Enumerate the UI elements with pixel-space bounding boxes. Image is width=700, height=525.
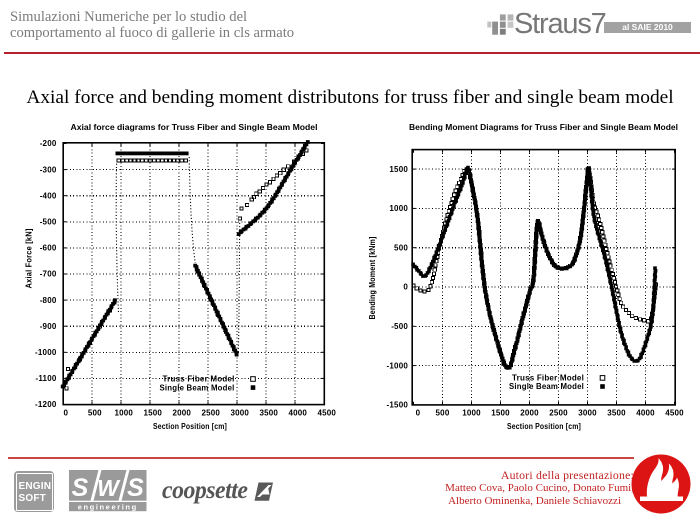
svg-text:-300: -300 — [40, 165, 57, 174]
svg-text:Section Position [cm]: Section Position [cm] — [153, 422, 227, 431]
svg-text:1500: 1500 — [491, 408, 510, 417]
svg-text:500: 500 — [88, 408, 102, 417]
svg-text:1500: 1500 — [143, 408, 162, 417]
svg-text:-400: -400 — [40, 191, 57, 200]
svg-text:-1000: -1000 — [387, 361, 409, 370]
svg-text:2000: 2000 — [172, 408, 191, 417]
svg-text:-800: -800 — [40, 296, 57, 305]
svg-text:Axial Force [kN]: Axial Force [kN] — [25, 228, 34, 288]
svg-text:-500: -500 — [391, 322, 408, 331]
svg-text:3500: 3500 — [259, 408, 278, 417]
svg-text:Single Beam Model: Single Beam Model — [160, 383, 235, 392]
svg-text:1000: 1000 — [114, 408, 133, 417]
svg-text:-700: -700 — [40, 270, 57, 279]
svg-text:0: 0 — [403, 283, 408, 292]
svg-text:-200: -200 — [40, 139, 57, 148]
svg-text:engineering: engineering — [77, 503, 137, 512]
svg-text:3000: 3000 — [230, 408, 249, 417]
svg-text:2500: 2500 — [201, 408, 220, 417]
svg-text:500: 500 — [394, 243, 408, 252]
svg-text:S: S — [127, 474, 144, 502]
svg-text:Truss Fiber Model: Truss Fiber Model — [163, 375, 235, 384]
svg-text:2000: 2000 — [520, 408, 539, 417]
svg-text:1500: 1500 — [389, 165, 408, 174]
svg-text:500: 500 — [436, 408, 450, 417]
svg-text:1000: 1000 — [462, 408, 481, 417]
svg-text:Single Beam Model: Single Beam Model — [509, 382, 584, 391]
svg-text:4500: 4500 — [665, 408, 684, 417]
svg-text:-1200: -1200 — [35, 400, 57, 409]
svg-text:3000: 3000 — [578, 408, 597, 417]
svg-text:S: S — [71, 474, 88, 502]
svg-text:Section Position [cm]: Section Position [cm] — [507, 422, 581, 431]
svg-text:Bending Moment [kNm]: Bending Moment [kNm] — [368, 236, 377, 319]
svg-text:4500: 4500 — [317, 408, 336, 417]
svg-text:-1100: -1100 — [35, 374, 56, 383]
svg-text:-1000: -1000 — [35, 348, 57, 357]
svg-text:Bending Moment Diagrams for Tr: Bending Moment Diagrams for Truss Fiber … — [409, 123, 678, 132]
svg-text:3500: 3500 — [607, 408, 626, 417]
svg-text:-1500: -1500 — [387, 401, 409, 410]
svg-text:2500: 2500 — [549, 408, 568, 417]
svg-text:4000: 4000 — [288, 408, 307, 417]
svg-text:-500: -500 — [40, 218, 57, 227]
svg-text:Axial force diagrams for Truss: Axial force diagrams for Truss Fiber and… — [71, 123, 318, 132]
svg-text:0: 0 — [416, 408, 421, 417]
svg-text:0: 0 — [63, 408, 68, 417]
svg-text:Truss Fiber Model: Truss Fiber Model — [512, 374, 584, 383]
svg-text:4000: 4000 — [636, 408, 655, 417]
svg-text:-900: -900 — [40, 322, 57, 331]
svg-text:1000: 1000 — [389, 204, 408, 213]
svg-text:-600: -600 — [40, 244, 57, 253]
svg-text:W: W — [97, 475, 121, 501]
